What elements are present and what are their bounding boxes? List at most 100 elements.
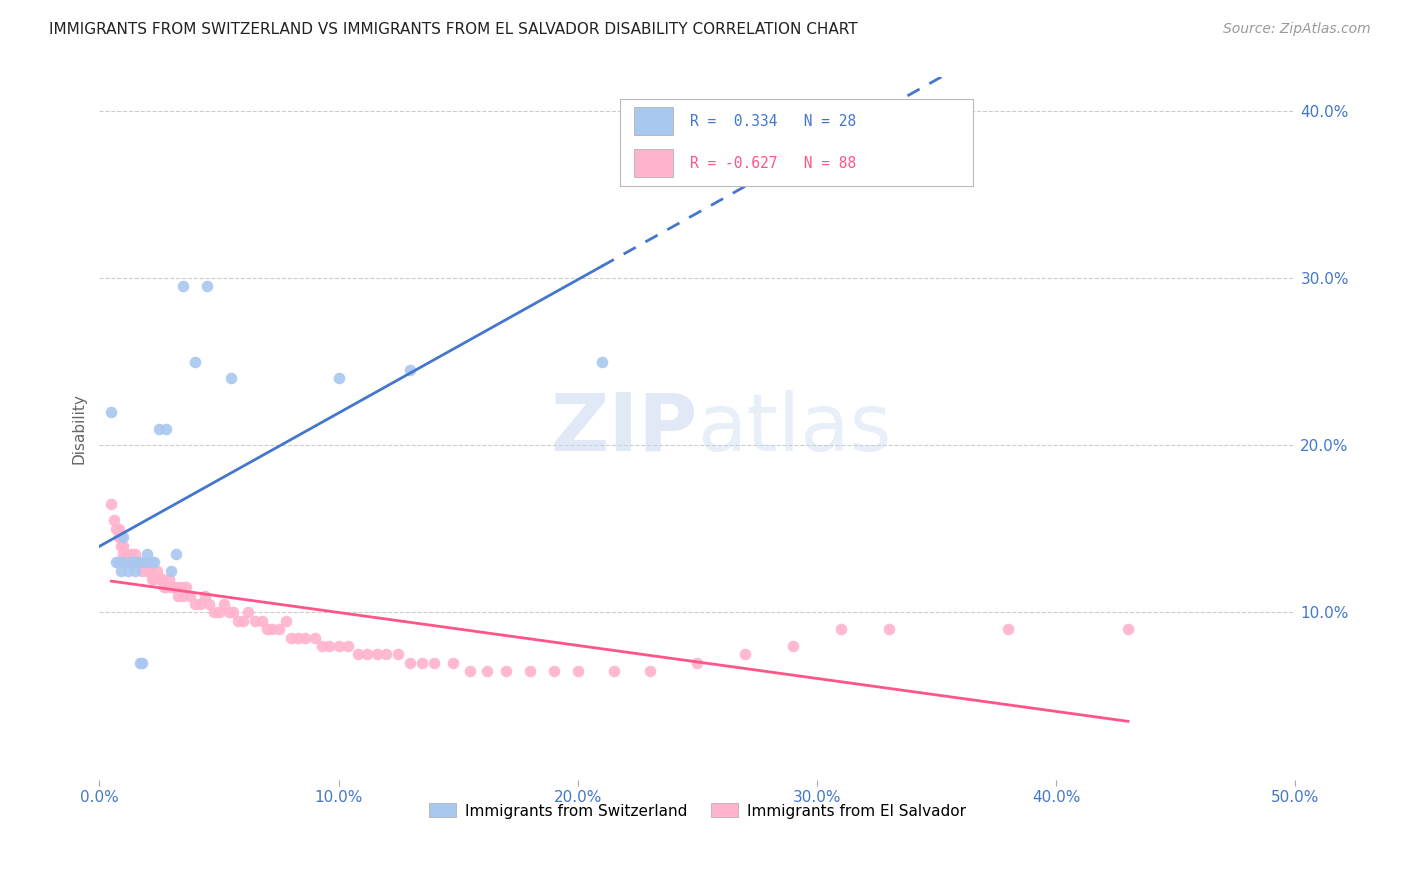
- Point: [194, 589, 217, 603]
- Point: [162, 580, 184, 594]
- Point: [117, 555, 139, 569]
- Point: [143, 572, 166, 586]
- Point: [356, 647, 378, 661]
- Point: [375, 647, 398, 661]
- Point: [138, 564, 160, 578]
- Point: [188, 597, 211, 611]
- Point: [304, 631, 326, 645]
- Point: [110, 539, 132, 553]
- Point: [519, 664, 541, 678]
- Point: [877, 622, 900, 636]
- Point: [131, 564, 153, 578]
- Point: [318, 639, 340, 653]
- Point: [686, 656, 709, 670]
- Point: [112, 530, 135, 544]
- Point: [107, 530, 129, 544]
- Point: [107, 522, 129, 536]
- Point: [124, 555, 146, 569]
- Point: [280, 631, 302, 645]
- Point: [105, 522, 128, 536]
- Point: [114, 547, 136, 561]
- Point: [267, 622, 290, 636]
- Point: [103, 513, 125, 527]
- Point: [117, 564, 139, 578]
- Point: [495, 664, 517, 678]
- Text: Source: ZipAtlas.com: Source: ZipAtlas.com: [1223, 22, 1371, 37]
- Point: [105, 555, 128, 569]
- Point: [124, 555, 146, 569]
- Point: [129, 656, 152, 670]
- Point: [782, 639, 804, 653]
- Point: [160, 564, 183, 578]
- Point: [399, 656, 422, 670]
- Point: [232, 614, 254, 628]
- Point: [141, 572, 163, 586]
- Point: [110, 530, 132, 544]
- Point: [202, 606, 225, 620]
- Point: [110, 564, 132, 578]
- Point: [236, 606, 259, 620]
- Point: [184, 597, 207, 611]
- Y-axis label: Disability: Disability: [72, 393, 86, 464]
- Point: [475, 664, 498, 678]
- Point: [346, 647, 368, 661]
- Point: [155, 421, 177, 435]
- Point: [136, 547, 159, 561]
- Point: [157, 572, 180, 586]
- Point: [155, 580, 177, 594]
- Point: [131, 656, 153, 670]
- Point: [243, 614, 266, 628]
- Point: [208, 606, 231, 620]
- Point: [141, 555, 163, 569]
- Point: [294, 631, 316, 645]
- Point: [591, 354, 613, 368]
- Point: [129, 555, 152, 569]
- Point: [458, 664, 481, 678]
- Point: [399, 363, 422, 377]
- Point: [122, 555, 145, 569]
- Point: [287, 631, 309, 645]
- Point: [1116, 622, 1139, 636]
- Text: atlas: atlas: [697, 390, 891, 467]
- Point: [172, 589, 194, 603]
- Point: [124, 547, 146, 561]
- Point: [112, 539, 135, 553]
- Point: [260, 622, 283, 636]
- Point: [146, 564, 169, 578]
- Point: [172, 279, 194, 293]
- Point: [150, 572, 173, 586]
- Point: [567, 664, 589, 678]
- Point: [443, 656, 465, 670]
- Point: [256, 622, 278, 636]
- Point: [387, 647, 409, 661]
- Point: [274, 614, 297, 628]
- Text: ZIP: ZIP: [550, 390, 697, 467]
- Point: [184, 354, 207, 368]
- Point: [170, 580, 193, 594]
- Point: [328, 371, 350, 385]
- Point: [212, 597, 235, 611]
- Point: [311, 639, 333, 653]
- Point: [638, 664, 661, 678]
- Point: [195, 279, 218, 293]
- Point: [120, 547, 142, 561]
- Point: [411, 656, 433, 670]
- Point: [165, 547, 187, 561]
- Point: [127, 555, 149, 569]
- Point: [603, 664, 626, 678]
- Point: [328, 639, 350, 653]
- Point: [153, 580, 176, 594]
- Point: [218, 606, 240, 620]
- Point: [136, 564, 159, 578]
- Point: [120, 555, 142, 569]
- Point: [165, 580, 187, 594]
- Legend: Immigrants from Switzerland, Immigrants from El Salvador: Immigrants from Switzerland, Immigrants …: [423, 797, 973, 824]
- Point: [226, 614, 249, 628]
- Point: [997, 622, 1019, 636]
- Point: [337, 639, 360, 653]
- Point: [143, 555, 166, 569]
- Point: [134, 555, 156, 569]
- Point: [222, 606, 245, 620]
- Point: [734, 647, 756, 661]
- Point: [100, 497, 122, 511]
